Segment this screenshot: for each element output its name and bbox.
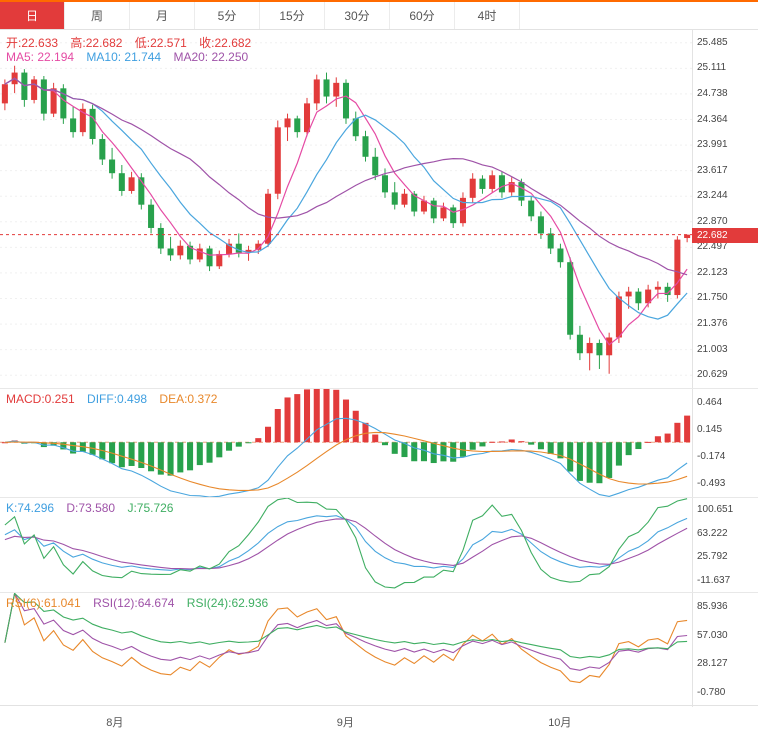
month-label: 10月 [548,717,572,729]
tab-30分[interactable]: 30分 [325,2,390,29]
diff-value: DIFF:0.498 [87,392,148,406]
high-value: 高:22.682 [70,36,123,50]
y-tick-label: 85.936 [697,601,728,613]
price-panel: 开:22.633 高:22.682 低:22.571 收:22.682 MA5:… [0,30,758,388]
y-tick-label: 0.145 [697,423,723,435]
ma5-value: MA5: 22.194 [6,50,75,64]
rsi-legend: RSI(6):61.041 RSI(12):64.674 RSI(24):62.… [6,596,277,610]
y-tick-label: 22.497 [697,241,728,253]
y-tick-label: 0.464 [697,396,723,408]
tab-4时[interactable]: 4时 [455,2,520,29]
y-tick-label: 22.123 [697,266,728,278]
y-tick-label: 24.738 [697,87,728,99]
y-tick-label: 21.750 [697,292,728,304]
y-tick-label: 28.127 [697,658,728,670]
y-tick-label: -0.780 [697,686,726,698]
rsi12-value: RSI(12):64.674 [93,596,175,610]
ma-legend: MA5: 22.194 MA10: 21.744 MA20: 22.250 [6,50,257,64]
j-value: J:75.726 [127,501,174,515]
current-price-tag: 22.682 [692,227,758,243]
ma10-value: MA10: 21.744 [86,50,162,64]
kdj-panel: K:74.296 D:73.580 J:75.726 100.651 63.222… [0,497,758,593]
tab-月[interactable]: 月 [130,2,195,29]
tab-60分[interactable]: 60分 [390,2,455,29]
y-tick-label: 25.111 [697,62,727,74]
y-tick-label: 57.030 [697,629,728,641]
y-tick-label: 20.629 [697,369,728,381]
macd-panel: MACD:0.251 DIFF:0.498 DEA:0.372 0.464 0.1… [0,388,758,498]
y-tick-label: -0.174 [697,451,726,463]
y-tick-label: -11.637 [697,575,731,587]
time-axis: 8月 9月 10月 [0,706,692,740]
rsi6-value: RSI(6):61.041 [6,596,81,610]
y-tick-label: 25.792 [697,551,728,563]
close-value: 收:22.682 [199,36,252,50]
tab-5分[interactable]: 5分 [195,2,260,29]
rsi24-value: RSI(24):62.936 [186,596,269,610]
rsi-panel: RSI(6):61.041 RSI(12):64.674 RSI(24):62.… [0,592,758,707]
ma20-value: MA20: 22.250 [173,50,249,64]
tab-日[interactable]: 日 [0,2,65,29]
macd-legend: MACD:0.251 DIFF:0.498 DEA:0.372 [6,392,226,406]
y-tick-label: 23.617 [697,164,728,176]
month-label: 9月 [336,717,354,729]
kdj-legend: K:74.296 D:73.580 J:75.726 [6,501,182,515]
month-label: 8月 [106,717,124,729]
y-tick-label: 21.003 [697,343,728,355]
macd-chart[interactable] [0,389,693,498]
kdj-chart[interactable] [0,498,693,593]
candlestick-chart[interactable] [0,30,693,388]
y-tick-label: 25.485 [697,36,728,48]
low-value: 低:22.571 [134,36,187,50]
y-tick-label: 22.870 [697,215,728,227]
tab-15分[interactable]: 15分 [260,2,325,29]
y-tick-label: 23.991 [697,139,728,151]
y-tick-label: 21.376 [697,318,728,330]
macd-value: MACD:0.251 [6,392,75,406]
macd-y-axis: 0.464 0.145 -0.174 -0.493 [692,389,758,497]
rsi-y-axis: 85.936 57.030 28.127 -0.780 [692,593,758,705]
ohlc-legend: 开:22.633 高:22.682 低:22.571 收:22.682 [6,34,260,51]
price-y-axis: 25.485 25.111 24.738 24.364 23.991 23.617 23.2… [692,30,758,388]
open-value: 开:22.633 [6,36,59,50]
y-tick-label: 100.651 [697,503,734,515]
y-tick-label: 63.222 [697,527,728,539]
tab-周[interactable]: 周 [65,2,130,29]
y-tick-label: 23.244 [697,190,728,202]
k-value: K:74.296 [6,501,55,515]
y-tick-label: 24.364 [697,113,728,125]
kdj-y-axis: 100.651 63.222 25.792 -11.637 [692,498,758,592]
d-value: D:73.580 [66,501,116,515]
y-tick-label: -0.493 [697,478,726,490]
dea-value: DEA:0.372 [159,392,218,406]
rsi-chart[interactable] [0,593,693,707]
period-tabbar: 日周月 5分 15分 30分 60分 4时 [0,2,758,30]
